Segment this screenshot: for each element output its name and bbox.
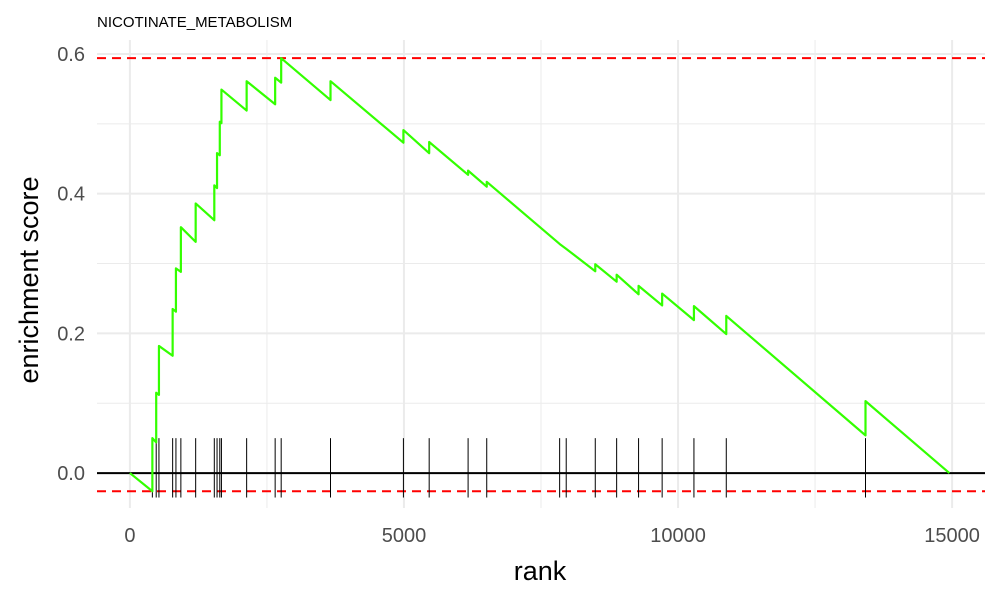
x-axis-title: rank bbox=[514, 556, 567, 586]
y-tick-label: 0.6 bbox=[57, 44, 85, 66]
curves bbox=[129, 57, 951, 493]
x-tick-label: 10000 bbox=[650, 525, 706, 547]
hit-ticks bbox=[151, 438, 867, 498]
y-tick-label: 0.4 bbox=[57, 184, 85, 206]
y-tick-label: 0.2 bbox=[57, 323, 85, 345]
thresholds bbox=[97, 57, 985, 493]
y-axis-title: enrichment score bbox=[14, 176, 44, 383]
x-tick-label: 5000 bbox=[382, 525, 427, 547]
x-tick-label: 15000 bbox=[924, 525, 980, 547]
x-tick-label: 0 bbox=[124, 525, 135, 547]
enrichment-curve bbox=[129, 57, 951, 493]
y-tick-label: 0.0 bbox=[57, 463, 85, 485]
tick-labels: 0 5000 10000 15000 0.0 0.2 0.4 0.6 bbox=[57, 44, 980, 547]
chart-title: NICOTINATE_METABOLISM bbox=[97, 14, 292, 31]
